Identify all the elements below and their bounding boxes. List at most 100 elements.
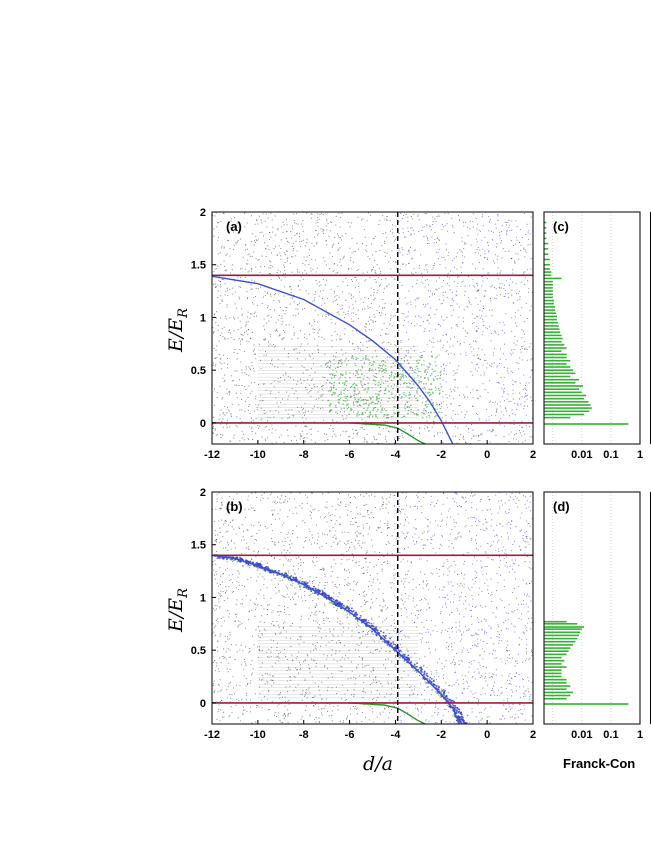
scatter-dot <box>526 583 528 585</box>
scatter-dot <box>451 217 453 219</box>
scatter-dot <box>426 667 428 669</box>
scatter-dot-green <box>405 376 408 378</box>
scatter-dot <box>349 502 351 504</box>
scatter-dot <box>235 614 236 616</box>
scatter-dot-green <box>419 395 422 397</box>
ylabel-subscript: R <box>176 588 191 599</box>
scatter-dot <box>255 580 257 582</box>
scatter-dot <box>462 496 464 498</box>
scatter-dot <box>223 381 225 383</box>
scatter-dot <box>496 608 498 610</box>
scatter-dot <box>314 329 316 330</box>
scatter-dot <box>463 221 464 223</box>
scatter-dot <box>240 327 242 329</box>
scatter-dot-green <box>345 371 347 373</box>
scatter-dot <box>522 389 524 391</box>
scatter-dot <box>519 530 521 532</box>
scatter-dot <box>358 347 360 349</box>
scatter-dot <box>498 286 500 288</box>
scatter-dot <box>333 628 335 630</box>
scatter-dot <box>266 614 268 615</box>
scatter-dot <box>327 689 329 691</box>
scatter-dot <box>512 372 514 373</box>
scatter-dot <box>230 375 232 377</box>
scatter-dot <box>302 263 304 264</box>
scatter-dot <box>478 367 480 369</box>
scatter-dot <box>399 716 401 718</box>
scatter-dot <box>481 620 482 622</box>
scatter-dot <box>527 232 529 234</box>
scatter-dot <box>431 269 433 271</box>
scatter-dot <box>376 681 378 683</box>
scatter-dot <box>253 344 255 346</box>
scatter-dot <box>478 722 480 724</box>
scatter-dot <box>260 266 262 268</box>
scatter-dot <box>318 584 320 586</box>
scatter-dot <box>248 253 250 255</box>
scatter-dot <box>354 362 356 364</box>
scatter-dot <box>224 338 226 340</box>
scatter-dot <box>214 574 215 576</box>
scatter-dot <box>365 279 367 281</box>
scatter-dot <box>236 358 238 360</box>
scatter-dot <box>219 335 221 336</box>
scatter-dot <box>373 266 374 268</box>
scatter-dot <box>374 439 376 441</box>
scatter-dot <box>245 663 247 665</box>
scatter-dot <box>400 643 402 645</box>
scatter-dot <box>422 397 424 399</box>
scatter-dot <box>235 704 237 706</box>
scatter-dot <box>314 542 316 544</box>
scatter-dot <box>336 586 338 588</box>
scatter-dot <box>336 333 338 335</box>
scatter-dot <box>393 686 395 688</box>
scatter-dot <box>461 692 463 694</box>
scatter-dot <box>413 267 415 269</box>
scatter-dot <box>263 584 265 586</box>
scatter-dot <box>274 662 276 664</box>
scatter-dot <box>499 363 500 364</box>
scatter-dot <box>226 697 228 699</box>
scatter-dot <box>221 279 223 280</box>
scatter-dot <box>224 265 225 267</box>
scatter-dot <box>375 407 376 409</box>
scatter-dot <box>401 646 403 648</box>
scatter-dot <box>286 429 288 431</box>
scatter-dot <box>457 387 459 389</box>
scatter-dot <box>450 391 452 393</box>
scatter-dot <box>526 223 528 225</box>
scatter-dot <box>297 304 299 306</box>
scatter-dot <box>480 694 482 696</box>
scatter-dot <box>495 298 497 300</box>
scatter-dot <box>285 686 287 688</box>
scatter-dot <box>295 603 297 605</box>
scatter-dot <box>345 614 347 616</box>
scatter-dot <box>494 331 496 333</box>
scatter-dot <box>517 716 519 718</box>
scatter-dot <box>381 361 383 363</box>
scatter-dot-green <box>361 399 364 401</box>
scatter-dot <box>245 692 247 694</box>
scatter-dot <box>432 548 434 550</box>
scatter-dot <box>420 254 422 256</box>
scatter-dot <box>432 265 434 267</box>
scatter-dot <box>293 415 295 417</box>
scatter-dot <box>471 525 473 527</box>
scatter-dot <box>490 637 492 639</box>
scatter-dot <box>470 691 472 693</box>
scatter-dot <box>347 313 349 314</box>
scatter-dot <box>282 627 284 629</box>
scatter-dot <box>368 298 369 299</box>
scatter-dot <box>226 287 228 289</box>
scatter-dot <box>228 616 230 618</box>
scatter-dot <box>379 402 381 404</box>
scatter-dot <box>227 648 229 650</box>
scatter-dot <box>230 440 232 442</box>
scatter-dot <box>253 550 255 552</box>
panel-a-lines <box>212 212 533 444</box>
scatter-dot <box>363 682 365 683</box>
scatter-dot <box>447 560 449 562</box>
scatter-dot <box>310 428 312 430</box>
scatter-dot <box>319 582 321 584</box>
scatter-dot <box>404 405 406 407</box>
